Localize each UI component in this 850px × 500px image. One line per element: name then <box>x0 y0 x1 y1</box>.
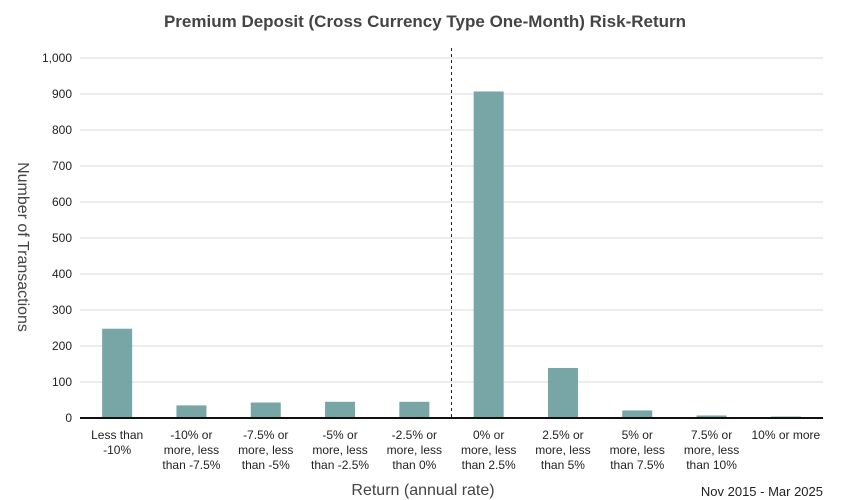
bar <box>176 405 207 418</box>
bar <box>325 401 356 418</box>
x-category-label-line: than 2.5% <box>462 458 516 472</box>
bar <box>696 415 727 418</box>
x-category-label: -7.5% or more, less than -5% <box>238 428 293 472</box>
x-category-label: -10% or more, less than -7.5% <box>162 428 220 472</box>
y-tick-label: 300 <box>52 303 72 317</box>
x-category-label-line: 10% or more <box>751 428 820 442</box>
x-category-label-line: than 0% <box>392 458 436 472</box>
x-category-label-line: more, less <box>312 443 367 457</box>
x-axis-label: Return (annual rate) <box>351 482 494 499</box>
x-category-label: 10% or more <box>751 428 820 442</box>
x-category-label-line: 0% or <box>473 428 504 442</box>
bars <box>102 91 801 418</box>
x-category-label-line: -2.5% or <box>392 428 437 442</box>
x-category-labels: Less than -10%-10% or more, less than -7.5%… <box>91 428 820 472</box>
x-category-label: 7.5% or more, less than 10% <box>684 428 739 472</box>
bar <box>399 401 430 418</box>
x-category-label: 2.5% or more, less than 5% <box>535 428 590 472</box>
x-category-label: 0% or more, less than 2.5% <box>461 428 516 472</box>
x-category-label-line: than -7.5% <box>162 458 220 472</box>
x-category-label: 5% or more, less than 7.5% <box>610 428 665 472</box>
x-category-label-line: 2.5% or <box>542 428 583 442</box>
x-category-label-line: 5% or <box>622 428 653 442</box>
x-category-label-line: more, less <box>387 443 442 457</box>
y-tick-label: 100 <box>52 375 72 389</box>
chart-title: Premium Deposit (Cross Currency Type One… <box>164 12 686 31</box>
y-tick-label: 200 <box>52 339 72 353</box>
y-tick-label: 400 <box>52 267 72 281</box>
period-note: Nov 2015 - Mar 2025 <box>701 484 823 499</box>
y-tick-labels: 0 100 200 300 400 500 600 700 800 900 1,000 <box>42 51 72 425</box>
x-category-label: -2.5% or more, less than 0% <box>387 428 442 472</box>
x-category-label-line: -7.5% or <box>243 428 288 442</box>
gridlines <box>80 57 823 383</box>
y-tick-label: 900 <box>52 87 72 101</box>
x-category-label: -5% or more, less than -2.5% <box>311 428 369 472</box>
y-tick-label: 700 <box>52 159 72 173</box>
y-axis-label: Number of Transactions <box>14 162 31 332</box>
x-category-label-line: more, less <box>684 443 739 457</box>
x-category-label-line: -10% <box>103 443 131 457</box>
y-tick-label: 800 <box>52 123 72 137</box>
bar <box>547 367 578 418</box>
y-tick-label: 500 <box>52 231 72 245</box>
bar <box>473 91 504 418</box>
x-category-label-line: Less than <box>91 428 143 442</box>
x-category-label-line: than 10% <box>686 458 737 472</box>
x-category-label-line: 7.5% or <box>691 428 732 442</box>
x-category-label: Less than -10% <box>91 428 143 457</box>
x-category-label-line: more, less <box>238 443 293 457</box>
x-category-label-line: more, less <box>535 443 590 457</box>
x-category-label-line: -10% or <box>170 428 212 442</box>
y-tick-label: 0 <box>65 411 72 425</box>
bar <box>250 402 281 418</box>
x-category-label-line: than 5% <box>541 458 585 472</box>
y-tick-label: 600 <box>52 195 72 209</box>
bar <box>102 328 133 418</box>
y-tick-label: 1,000 <box>42 51 72 65</box>
x-category-label-line: -5% or <box>322 428 357 442</box>
x-category-label-line: more, less <box>610 443 665 457</box>
x-category-label-line: more, less <box>461 443 516 457</box>
x-category-label-line: than -5% <box>242 458 290 472</box>
x-category-label-line: than -2.5% <box>311 458 369 472</box>
x-category-label-line: than 7.5% <box>610 458 664 472</box>
bar <box>622 410 653 418</box>
x-category-label-line: more, less <box>164 443 219 457</box>
